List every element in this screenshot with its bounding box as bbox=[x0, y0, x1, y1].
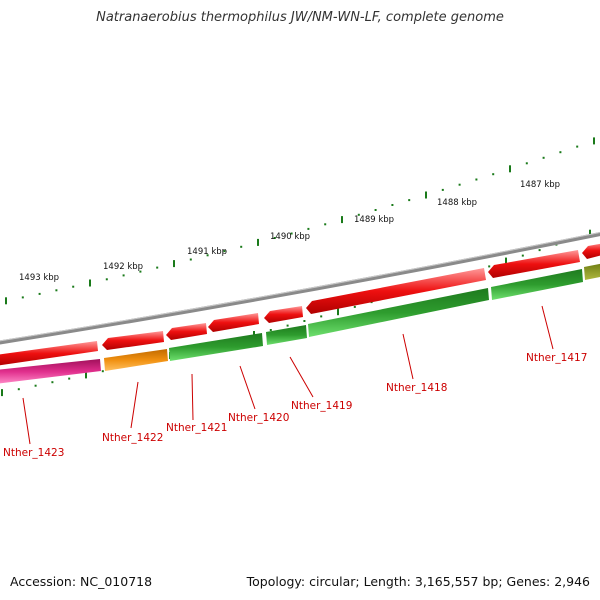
scale-label: 1493 kbp bbox=[19, 273, 59, 283]
minor-tick bbox=[357, 213, 360, 216]
cds-block bbox=[266, 325, 307, 345]
minor-tick bbox=[492, 173, 495, 176]
label-leaders bbox=[22, 305, 554, 445]
major-tick bbox=[257, 238, 259, 246]
minor-tick bbox=[391, 204, 394, 206]
major-tick bbox=[85, 371, 87, 379]
major-tick bbox=[589, 229, 591, 237]
minor-tick bbox=[122, 274, 125, 277]
major-tick bbox=[341, 216, 343, 224]
minor-tick bbox=[273, 237, 276, 239]
minor-tick bbox=[458, 183, 461, 186]
minor-tick bbox=[21, 296, 24, 299]
cds-track bbox=[0, 263, 600, 384]
minor-tick bbox=[475, 178, 478, 181]
minor-tick bbox=[101, 370, 104, 373]
gene-arrow bbox=[0, 341, 98, 366]
major-tick bbox=[173, 260, 175, 268]
major-tick bbox=[425, 191, 427, 199]
scale-label: 1490 kbp bbox=[270, 232, 310, 242]
minor-tick bbox=[206, 254, 209, 257]
minor-tick bbox=[51, 381, 54, 384]
minor-tick bbox=[189, 258, 192, 261]
major-tick bbox=[5, 297, 7, 305]
minor-tick bbox=[269, 329, 272, 331]
gene-label: Nther_1419 bbox=[291, 400, 352, 412]
minor-tick bbox=[38, 292, 41, 295]
cds-block bbox=[0, 359, 101, 384]
minor-tick bbox=[488, 265, 491, 268]
gene-arrow bbox=[264, 306, 303, 323]
scale-label: 1487 kbp bbox=[520, 180, 560, 190]
major-tick bbox=[1, 389, 3, 397]
cds-block bbox=[308, 288, 489, 337]
scale-label: 1492 kbp bbox=[103, 262, 143, 272]
minor-tick bbox=[320, 315, 323, 318]
gene-label: Nther_1422 bbox=[102, 432, 163, 444]
minor-tick bbox=[538, 249, 541, 252]
accession-text: Accession: NC_010718 bbox=[10, 574, 153, 589]
major-tick bbox=[89, 279, 91, 287]
gene-arrow bbox=[488, 250, 580, 278]
genome-backbone-highlight bbox=[0, 232, 600, 342]
minor-tick bbox=[156, 266, 159, 269]
minor-tick bbox=[223, 250, 226, 253]
minor-tick bbox=[68, 377, 71, 380]
minor-tick bbox=[139, 270, 142, 273]
gene-label: Nther_1423 bbox=[3, 447, 64, 459]
minor-tick bbox=[559, 151, 562, 154]
outer-scale-ticks bbox=[5, 137, 595, 305]
minor-tick bbox=[286, 324, 289, 327]
major-tick bbox=[337, 308, 339, 316]
gene-arrow bbox=[102, 331, 164, 350]
major-tick bbox=[593, 137, 595, 145]
gene-arrow bbox=[208, 313, 259, 332]
minor-tick bbox=[307, 227, 310, 230]
gene-label: Nther_1420 bbox=[228, 412, 289, 424]
minor-tick bbox=[525, 162, 528, 165]
genome-backbone bbox=[0, 231, 600, 345]
minor-tick bbox=[55, 289, 58, 292]
minor-tick bbox=[105, 278, 108, 281]
minor-tick bbox=[34, 384, 37, 387]
minor-tick bbox=[240, 245, 243, 248]
genome-title: Natranaerobius thermophilus JW/NM-WN-LF,… bbox=[96, 10, 504, 25]
minor-tick bbox=[290, 232, 293, 235]
minor-tick bbox=[576, 145, 579, 148]
minor-tick bbox=[303, 320, 306, 322]
minor-tick bbox=[72, 285, 75, 288]
minor-tick bbox=[17, 388, 20, 391]
scale-label: 1491 kbp bbox=[187, 247, 227, 257]
minor-tick bbox=[521, 254, 524, 257]
gene-label: Nther_1421 bbox=[166, 422, 227, 434]
minor-tick bbox=[441, 188, 444, 191]
gene-track bbox=[0, 243, 600, 366]
minor-tick bbox=[353, 305, 356, 308]
major-tick bbox=[509, 165, 511, 173]
genome-summary-text: Topology: circular; Length: 3,165,557 bp… bbox=[246, 574, 590, 589]
cds-block bbox=[104, 349, 168, 371]
cds-block bbox=[491, 269, 583, 300]
gene-arrow bbox=[166, 323, 207, 340]
minor-tick bbox=[408, 199, 411, 202]
gene-arrow bbox=[306, 268, 486, 314]
minor-tick bbox=[374, 209, 377, 211]
cds-block bbox=[169, 333, 263, 361]
gene-label: Nther_1417 bbox=[526, 352, 587, 364]
minor-tick bbox=[542, 156, 545, 159]
major-tick bbox=[505, 257, 507, 265]
scale-label: 1489 kbp bbox=[354, 215, 394, 225]
minor-tick bbox=[324, 223, 327, 226]
scale-label: 1488 kbp bbox=[437, 198, 477, 208]
gene-label: Nther_1418 bbox=[386, 382, 447, 394]
gene-arrow bbox=[582, 243, 600, 259]
cds-block bbox=[584, 263, 600, 280]
